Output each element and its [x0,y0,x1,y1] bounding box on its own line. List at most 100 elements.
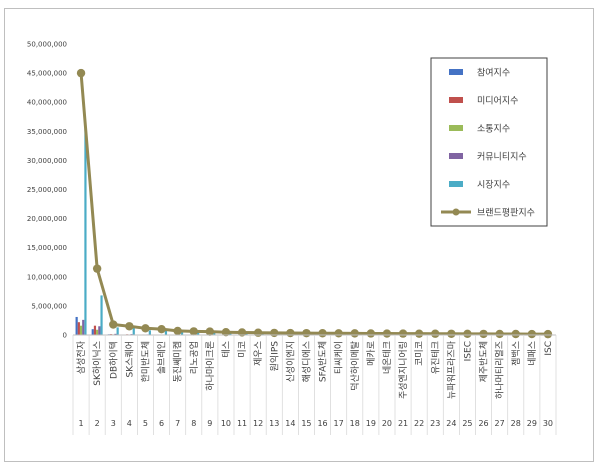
index-label: 4 [127,419,132,428]
bar [116,327,119,335]
category-label: ISEC [463,341,473,361]
bar [213,332,216,335]
y-tick-label: 45,000,000 [27,70,67,78]
line-point [495,329,504,339]
line-point [253,328,263,337]
index-label: 12 [253,419,263,428]
category-label: 동진쎄미켐 [172,341,184,382]
bar [114,333,117,335]
line-point [205,327,215,336]
legend-box [430,57,548,227]
index-label: 13 [269,419,279,428]
category-label: 제주반도체 [479,341,490,382]
bar [96,329,99,335]
category-label: 삼성전자 [76,340,87,374]
category-label: 테스 [221,341,232,358]
category-label: ISC [544,341,554,356]
line-point [173,326,182,336]
category-label: 하나마이크론 [205,341,216,391]
line-point [76,68,86,78]
y-tick-label: 25,000,000 [27,186,67,194]
line-point [109,320,118,329]
line-point [302,328,311,338]
bar [229,332,232,335]
category-label: 네온테크 [382,341,393,374]
category-label: 젬백스 [511,341,522,366]
category-label: 유진테크 [430,341,441,374]
index-label: 7 [175,419,180,428]
category-label: DB하이텍 [108,341,119,379]
index-label: 26 [478,419,488,428]
category-label: 한미반도체 [140,341,151,382]
index-label: 6 [159,419,164,428]
line-point [270,328,279,338]
index-label: 15 [301,419,311,428]
x-axis: 삼성전자 SK하이닉스 DB하이텍 SK스퀘어 한미반도체 솔브레인 동진쎄미켐 리노공업 하나… [72,334,557,435]
bar [82,319,85,335]
index-label: 17 [334,419,344,428]
bar [180,332,184,335]
bar [245,333,248,335]
y-tick-label: 40,000,000 [27,99,67,107]
line-point [189,327,198,336]
index-label: 10 [221,419,231,428]
index-label: 28 [511,419,521,428]
index-label: 24 [446,419,456,428]
index-label: 23 [430,419,440,428]
index-label: 8 [191,419,196,428]
category-label: 미코 [237,341,248,358]
legend-label: 커뮤니티지수 [477,152,527,163]
line-point [286,328,295,338]
category-label: SK하이닉스 [92,341,103,386]
index-label: 5 [143,419,148,428]
line-point [447,329,456,338]
line-point [141,324,150,333]
y-axis: 0 5,000,000 10,000,000 15,000,000 20,000,000… [27,41,67,340]
bar [98,326,101,335]
category-label: 솔브레인 [157,341,168,374]
category-label: 티씨케이 [334,341,345,374]
index-label: 1 [79,419,84,428]
y-tick-label: 0 [63,332,67,340]
line-point [350,329,359,338]
index-label: 29 [527,419,537,428]
index-label: 19 [366,419,376,428]
legend-swatch [449,125,463,131]
legend-label: 브랜드평판지수 [477,208,535,219]
index-label: 2 [95,419,100,428]
y-tick-label: 30,000,000 [27,157,67,165]
legend-label: 시장지수 [477,180,510,191]
category-label: 코미코 [414,341,425,366]
index-label: 9 [207,419,212,428]
line-point [157,324,166,334]
bar [197,332,200,335]
line-point [382,329,392,338]
bar [75,316,78,335]
legend-label: 미디어지수 [477,96,518,107]
bar [93,325,97,335]
category-label: 네패스 [527,341,538,366]
category-label: 해성디에스 [301,341,312,382]
line-point [479,329,488,339]
category-label: 덕산하이메탈 [350,341,361,391]
category-label: 원익IPS [268,341,280,372]
bar [132,328,135,335]
bar [100,295,103,335]
line-point [221,328,231,337]
category-label: 제우스 [253,341,264,366]
bar [79,325,83,335]
index-label: 14 [285,419,295,428]
line-point [431,329,440,338]
line-point [125,322,134,331]
category-label: 신성이엔지 [285,341,296,382]
y-tick-label: 35,000,000 [27,128,67,136]
category-label: 메카로 [366,341,377,366]
legend-swatch [449,181,463,187]
index-label: 30 [543,419,553,428]
bar [84,128,87,335]
category-label: 주성엔지니어링 [397,341,409,399]
index-label: 18 [350,419,360,428]
index-label: 3 [111,419,116,428]
bar [164,330,168,335]
